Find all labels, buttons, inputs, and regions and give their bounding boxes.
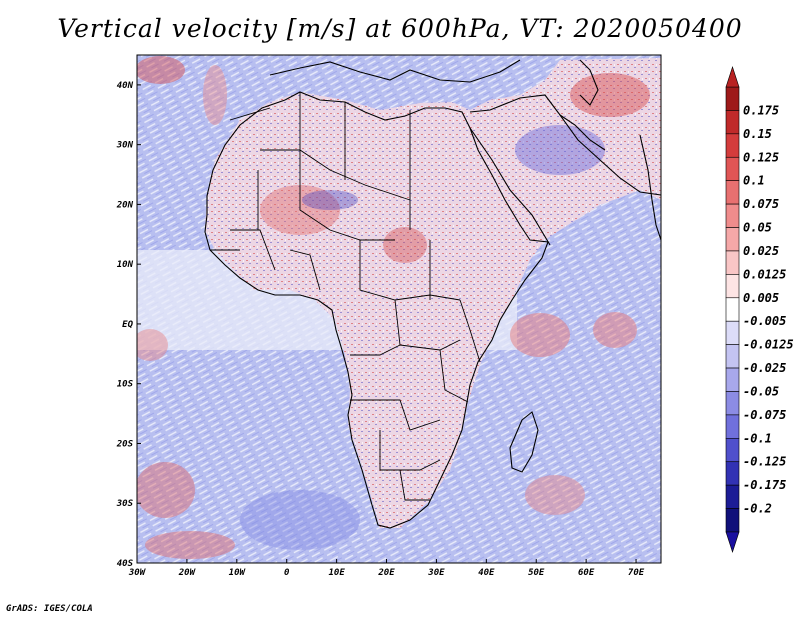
colorbar-label: -0.2: [743, 502, 772, 516]
colorbar-swatch: [725, 297, 740, 322]
lon-tick-label: 30E: [427, 568, 445, 578]
red-anomaly-iran: [570, 73, 650, 117]
colorbar-label: 0.025: [743, 244, 779, 258]
colorbar-label: -0.05: [743, 384, 779, 398]
mediterranean-north-coast: [269, 59, 521, 83]
colorbar-label: 0.05: [743, 221, 772, 235]
colorbar-label: -0.005: [743, 314, 786, 328]
colorbar-label: -0.0125: [743, 338, 794, 352]
lon-tick-label: 30W: [128, 568, 147, 578]
lon-tick-label: 50E: [528, 568, 545, 578]
colorbar-min-arrow: [725, 531, 740, 553]
lat-tick-label: 40N: [117, 81, 134, 91]
colorbar-swatch: [725, 438, 740, 463]
longitude-axis: 30W 20W 10W 0 10E 20E 30E 40E 50E 60E 70E: [128, 559, 645, 578]
colorbar-swatch: [725, 274, 740, 299]
colorbar-label: 0.0125: [743, 267, 786, 281]
red-anomaly-indian-ocean: [510, 313, 570, 357]
blue-anomaly-south-atlantic: [240, 490, 360, 550]
colorbar-swatch: [725, 391, 740, 416]
colorbar-swatch: [725, 461, 740, 486]
red-anomaly-atlantic-30n: [203, 65, 227, 125]
lat-tick-label: EQ: [122, 320, 133, 330]
caspian-coast: [579, 59, 599, 106]
colorbar-label: 0.005: [743, 291, 779, 305]
map-frame: [136, 54, 662, 564]
red-anomaly-mozambique-channel: [525, 475, 585, 515]
colorbar-swatch: [725, 320, 740, 345]
colorbar-label: -0.175: [743, 478, 786, 492]
red-anomaly-sw-atlantic: [137, 462, 195, 518]
latitude-axis: 40N 30N 20N 10N EQ 10S 20S 30S 40S: [116, 81, 141, 569]
lon-tick-label: 10E: [328, 568, 345, 578]
coastlines-and-borders: [204, 59, 661, 529]
arabia-coastline: [469, 94, 661, 196]
colorbar-swatch: [725, 508, 740, 533]
map-field: [137, 55, 661, 563]
colorbar-label: 0.075: [743, 197, 779, 211]
colorbar-label: 0.125: [743, 150, 779, 164]
red-anomaly-west-africa: [137, 329, 168, 361]
lat-tick-label: 10S: [117, 380, 134, 390]
colorbar-swatch: [725, 227, 740, 252]
lon-tick-label: 20E: [377, 568, 395, 578]
lat-tick-label: 20S: [116, 439, 134, 449]
colorbar-swatch: [725, 484, 740, 509]
africa-coastline: [204, 91, 549, 529]
lat-tick-label: 30S: [116, 499, 134, 509]
colorbar-label: -0.1: [743, 431, 772, 445]
red-anomaly-east-africa: [383, 227, 427, 263]
colorbar-label: -0.025: [743, 361, 786, 375]
colorbar-label: 0.15: [743, 127, 772, 141]
colorbar-max-arrow: [725, 66, 740, 88]
red-anomaly-south-atlantic: [145, 531, 235, 559]
colorbar-label: 0.175: [743, 103, 779, 117]
map-title: Vertical velocity [m/s] at 600hPa, VT: 2…: [57, 14, 743, 43]
colorbar-swatch: [725, 250, 740, 275]
colorbar-swatch: [725, 203, 740, 228]
lat-tick-label: 30N: [116, 141, 134, 151]
india-coast: [639, 134, 661, 241]
red-anomaly-nw-corner: [137, 56, 185, 84]
red-anomaly-indian-ocean-2: [593, 312, 637, 348]
red-sea-coast: [469, 127, 551, 246]
grads-footer: GrADS: IGES/COLA: [6, 604, 93, 614]
lon-tick-label: 70E: [628, 568, 645, 578]
persian-gulf-coast: [559, 114, 606, 151]
lon-tick-label: 20W: [178, 568, 197, 578]
lat-tick-label: 40S: [117, 559, 134, 569]
blue-anomaly-middle-east: [515, 125, 605, 175]
lat-tick-label: 20N: [116, 200, 134, 210]
colorbar-swatch: [725, 133, 740, 158]
colorbar-swatch: [725, 180, 740, 205]
colorbar-swatch: [725, 86, 740, 111]
blue-anomaly-sahara: [302, 190, 358, 210]
africa-land-texture: [205, 58, 661, 528]
lon-tick-label: 40E: [478, 568, 495, 578]
colorbar-label: -0.075: [743, 408, 786, 422]
lon-tick-label: 0: [284, 568, 290, 578]
lon-tick-label: 60E: [578, 568, 595, 578]
country-borders: [210, 92, 481, 501]
colorbar: 0.175 0.15 0.125 0.1 0.075 0.05 0.025 0.0125 0.0…: [725, 66, 794, 553]
colorbar-label: -0.125: [743, 455, 786, 469]
colorbar-swatch: [725, 156, 740, 181]
lon-tick-label: 10W: [229, 568, 247, 578]
colorbar-swatch: [725, 414, 740, 439]
madagascar-coastline: [509, 411, 539, 473]
colorbar-swatch: [725, 344, 740, 369]
colorbar-swatch: [725, 367, 740, 392]
lat-tick-label: 10N: [117, 260, 134, 270]
colorbar-swatch: [725, 110, 740, 135]
colorbar-label: 0.1: [743, 174, 765, 188]
